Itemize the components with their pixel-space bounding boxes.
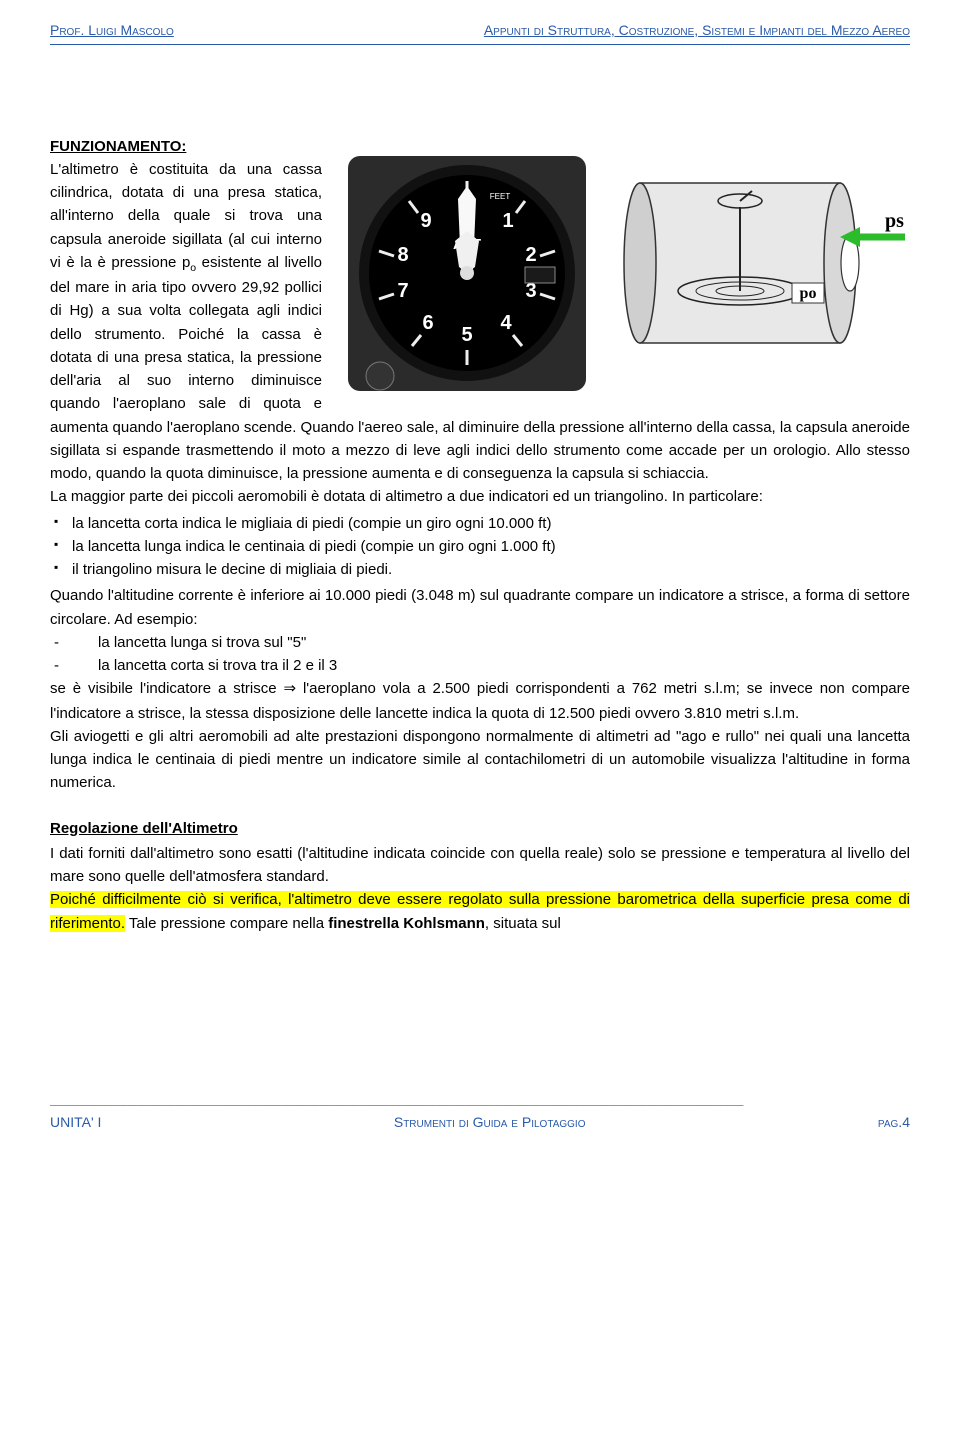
altimeter-figure: 0 1 2 3 4 5 6 7 8 9 ALT FEET: [340, 141, 910, 401]
indicator-bullet-list: la lancetta corta indica le migliaia di …: [50, 512, 910, 582]
p4-paragraph: se è visibile l'indicatore a strisce ⇒ l…: [50, 677, 910, 725]
p4a: se è visibile l'indicatore a strisce: [50, 680, 284, 697]
reg-p1: I dati forniti dall'altimetro sono esatt…: [50, 842, 910, 889]
svg-text:1: 1: [502, 210, 513, 232]
reg-p2-tail: , situata sul: [485, 915, 561, 932]
svg-text:2: 2: [525, 244, 536, 266]
regolazione-heading: Regolazione dell'Altimetro: [50, 817, 238, 840]
dash-2: la lancetta corta si trova tra il 2 e il…: [50, 654, 910, 677]
footer-center: Strumenti di Guida e Pilotaggio: [394, 1112, 586, 1134]
reg-p2-rest: Tale pressione compare nella: [125, 915, 328, 932]
svg-text:8: 8: [397, 244, 408, 266]
header-title: Appunti di Struttura, Costruzione, Siste…: [484, 20, 910, 42]
p2-text: La maggior parte dei piccoli aeromobili …: [50, 485, 910, 508]
reg-p2-bold: finestrella Kohlsmann: [328, 915, 485, 932]
p5-text: Gli aviogetti e gli altri aeromobili ad …: [50, 725, 910, 795]
header-author: Prof. Luigi Mascolo: [50, 20, 174, 42]
bullet-2: la lancetta lunga indica le centinaia di…: [50, 535, 910, 558]
svg-text:6: 6: [422, 312, 433, 334]
footer-separator: ________________________________________…: [50, 1085, 910, 1110]
bullet-3: il triangolino misura le decine di migli…: [50, 558, 910, 581]
altimeter-gauge-icon: 0 1 2 3 4 5 6 7 8 9 ALT FEET: [348, 156, 586, 391]
svg-text:ps: ps: [885, 210, 904, 232]
altimeter-diagram-svg: 0 1 2 3 4 5 6 7 8 9 ALT FEET: [340, 141, 910, 401]
reg-p2: Poiché difficilmente ciò si verifica, l'…: [50, 888, 910, 935]
svg-text:9: 9: [420, 210, 431, 232]
svg-text:7: 7: [397, 280, 408, 302]
svg-text:5: 5: [461, 324, 472, 346]
svg-text:po: po: [800, 285, 817, 302]
footer-left: UNITA' I: [50, 1112, 101, 1134]
svg-text:4: 4: [500, 312, 512, 334]
page-header: Prof. Luigi Mascolo Appunti di Struttura…: [50, 20, 910, 45]
svg-text:FEET: FEET: [490, 192, 511, 201]
p3-text: Quando l'altitudine corrente è inferiore…: [50, 584, 910, 631]
footer-right: pag.4: [878, 1112, 910, 1134]
page-footer: UNITA' I Strumenti di Guida e Pilotaggio…: [50, 1112, 910, 1134]
altimeter-schematic-icon: ps po: [624, 183, 905, 343]
funzionamento-heading: FUNZIONAMENTO:: [50, 138, 186, 155]
bullet-1: la lancetta corta indica le migliaia di …: [50, 512, 910, 535]
arrow-icon: ⇒: [284, 681, 297, 697]
dash-1: la lancetta lunga si trova sul "5": [50, 631, 910, 654]
